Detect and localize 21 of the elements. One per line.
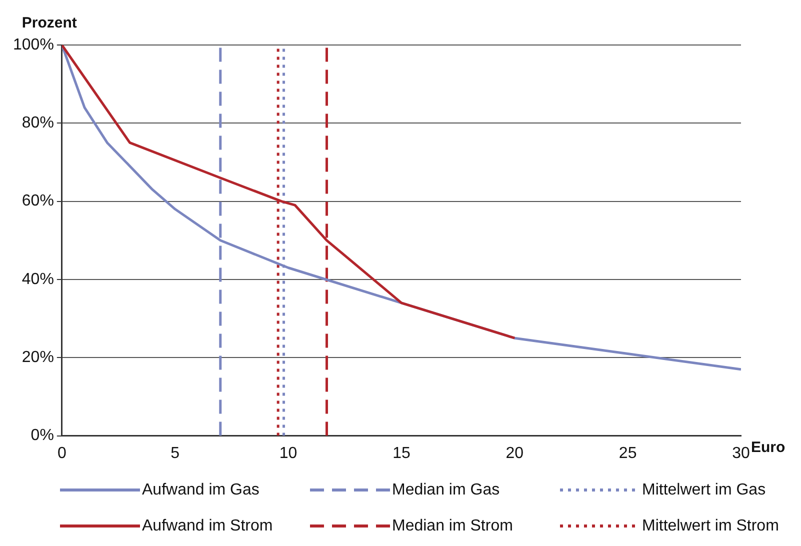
x-tick-label: 20 bbox=[506, 444, 524, 462]
x-tick-label: 5 bbox=[170, 444, 180, 462]
legend-label: Median im Strom bbox=[392, 517, 513, 534]
y-tick-label: 40% bbox=[22, 270, 54, 288]
x-tick-label: 15 bbox=[392, 444, 410, 462]
x-tick-label: 0 bbox=[57, 444, 66, 462]
y-tick-label: 80% bbox=[22, 114, 54, 132]
y-tick-label: 60% bbox=[22, 192, 54, 210]
legend-label: Aufwand im Gas bbox=[142, 481, 260, 498]
y-axis-title: Prozent bbox=[22, 14, 77, 32]
legend-label: Aufwand im Strom bbox=[142, 517, 273, 534]
x-tick-label: 10 bbox=[279, 444, 298, 462]
legend-label: Mittelwert im Strom bbox=[642, 517, 779, 534]
x-axis-title: Euro bbox=[751, 438, 786, 456]
legend-label: Median im Gas bbox=[392, 481, 500, 498]
x-tick-label: 30 bbox=[732, 444, 750, 462]
y-tick-label: 100% bbox=[13, 36, 54, 54]
x-tick-label: 25 bbox=[618, 444, 637, 462]
y-tick-label: 20% bbox=[22, 349, 54, 366]
y-tick-label: 0% bbox=[30, 427, 54, 444]
legend-label: Mittelwert im Gas bbox=[642, 481, 766, 498]
